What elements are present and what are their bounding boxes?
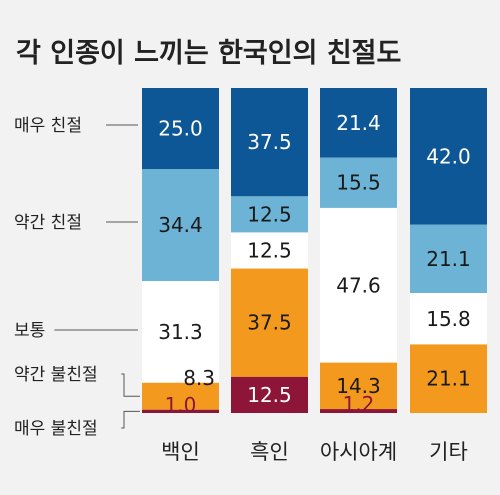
bar-4-series-1 bbox=[410, 88, 487, 225]
bar-1-series-5 bbox=[142, 409, 219, 413]
legend-label-5: 매우 불친절 bbox=[14, 419, 98, 439]
legend-label-4: 약간 불친절 bbox=[14, 365, 98, 385]
value-label-4-4: 21.1 bbox=[426, 367, 471, 391]
legend-label-1: 매우 친절 bbox=[14, 116, 82, 136]
value-label-3-2: 15.5 bbox=[336, 171, 381, 195]
chart-title: 각 인종이 느끼는 한국인의 친절도 bbox=[16, 38, 401, 69]
bar-4-series-3 bbox=[410, 293, 487, 345]
bar-2-series-5 bbox=[231, 376, 308, 413]
value-label-2-3: 12.5 bbox=[247, 239, 292, 263]
legend-leader-5 bbox=[121, 410, 140, 429]
bar-3-series-3 bbox=[320, 207, 397, 363]
value-label-4-2: 21.1 bbox=[426, 247, 471, 271]
value-label-4-3: 15.8 bbox=[426, 307, 471, 331]
value-label-3-3: 47.6 bbox=[336, 273, 381, 297]
value-label-2-2: 12.5 bbox=[247, 202, 292, 226]
x-tick-label-1: 백인 bbox=[161, 440, 200, 464]
x-axis: 백인 흑인 아시아계 기타 bbox=[161, 440, 468, 464]
x-tick-label-2: 흑인 bbox=[250, 440, 289, 464]
value-label-1-4: 8.3 bbox=[183, 366, 215, 390]
value-label-2-5: 12.5 bbox=[247, 383, 292, 407]
value-label-3-1: 21.4 bbox=[336, 111, 381, 135]
bars-layer bbox=[142, 88, 487, 413]
bar-3-series-2 bbox=[320, 157, 397, 208]
value-labels-layer: 25.0 34.4 31.3 8.3 1.0 37.5 12.5 12.5 37.5 12.5 21… bbox=[158, 111, 471, 417]
bar-2-series-3 bbox=[231, 232, 308, 269]
bar-1-series-2 bbox=[142, 169, 219, 282]
bar-3-series-5 bbox=[320, 409, 397, 413]
legend-label-3: 보통 bbox=[14, 321, 45, 341]
bar-1-series-4 bbox=[142, 382, 219, 410]
legend-leader-4 bbox=[121, 373, 140, 397]
bar-1-series-3 bbox=[142, 281, 219, 383]
bar-2-series-4 bbox=[231, 268, 308, 377]
value-label-2-4: 37.5 bbox=[247, 311, 292, 335]
bar-4-series-4 bbox=[410, 344, 487, 413]
value-label-2-1: 37.5 bbox=[247, 130, 292, 154]
bar-4-series-2 bbox=[410, 224, 487, 294]
x-tick-label-4: 기타 bbox=[429, 440, 468, 464]
value-label-1-3: 31.3 bbox=[158, 320, 203, 344]
value-label-3-5: 1.2 bbox=[343, 392, 375, 416]
x-tick-label-3: 아시아계 bbox=[320, 440, 397, 464]
bar-3-series-4 bbox=[320, 362, 397, 410]
bar-2-series-1 bbox=[231, 88, 308, 197]
value-label-3-4: 14.3 bbox=[336, 374, 381, 398]
bar-2-series-2 bbox=[231, 196, 308, 233]
bar-3-series-1 bbox=[320, 88, 397, 158]
value-label-1-2: 34.4 bbox=[158, 213, 203, 237]
value-label-1-1: 25.0 bbox=[158, 117, 203, 141]
legend-label-2: 약간 친절 bbox=[14, 213, 82, 233]
value-label-1-5: 1.0 bbox=[165, 393, 197, 417]
bar-1-series-1 bbox=[142, 88, 219, 170]
value-label-4-1: 42.0 bbox=[426, 144, 471, 168]
